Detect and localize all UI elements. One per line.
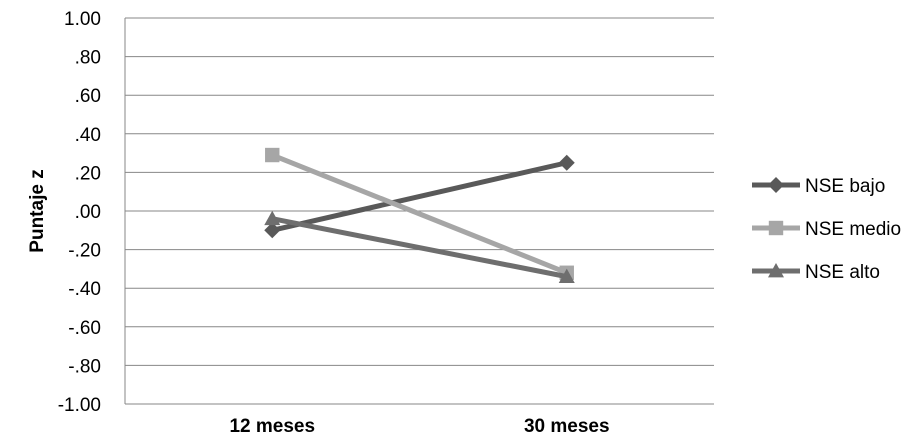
x-category-label: 12 meses (229, 416, 315, 437)
y-tick-label: .80 (75, 48, 101, 69)
legend: NSE bajo NSE medio NSE alto (752, 176, 901, 283)
y-tick-label: -.40 (68, 279, 101, 300)
y-tick-label: .00 (75, 202, 101, 223)
triangle-marker (558, 268, 575, 284)
x-axis-categories: 12 meses 30 meses (229, 416, 609, 437)
diamond-marker (558, 154, 575, 171)
y-tick-label: -.20 (68, 241, 101, 262)
y-axis-ticks: 1.00 .80 .60 .40 .20 .00 -.20 -.40 -.60 -.80 -1.00 (58, 9, 101, 416)
series-line (271, 216, 568, 280)
y-tick-label: -1.00 (58, 395, 101, 416)
diamond-marker (768, 177, 784, 193)
y-tick-label: -.80 (68, 356, 101, 377)
series-lines (264, 147, 575, 284)
square-marker (265, 147, 280, 163)
legend-label: NSE bajo (805, 176, 885, 197)
legend-label: NSE medio (805, 219, 901, 240)
series-line (271, 160, 568, 233)
legend-label: NSE alto (805, 262, 880, 283)
y-tick-label: .20 (75, 163, 101, 184)
y-tick-label: .60 (75, 86, 101, 107)
y-axis-label: Puntaje z (27, 169, 48, 252)
series-line (271, 152, 568, 276)
x-category-label: 30 meses (524, 416, 610, 437)
y-tick-label: .40 (75, 125, 101, 146)
triangle-marker (768, 263, 784, 278)
triangle-marker (264, 210, 281, 226)
y-tick-label: 1.00 (64, 9, 101, 30)
gridlines (125, 17, 714, 405)
square-marker (768, 220, 784, 236)
diamond-marker (264, 222, 281, 239)
y-tick-label: -.60 (68, 318, 101, 339)
